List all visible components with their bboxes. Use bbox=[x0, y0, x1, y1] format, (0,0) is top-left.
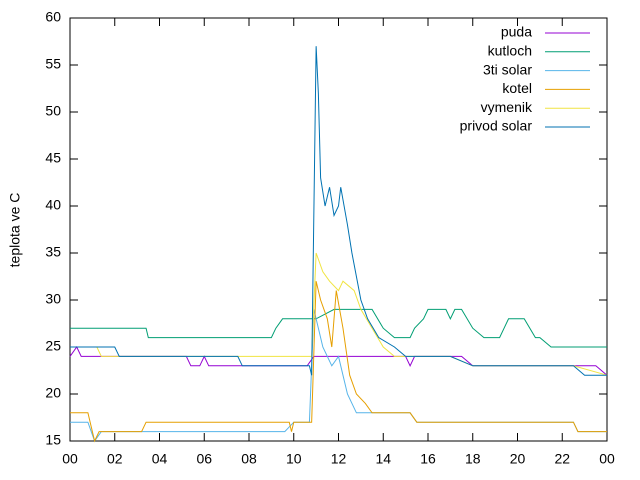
legend-label: 3ti solar bbox=[483, 61, 532, 77]
x-tick-label: 22 bbox=[554, 451, 570, 467]
series-line bbox=[70, 308, 607, 348]
legend-label: kotel bbox=[502, 80, 532, 96]
plot-border bbox=[69, 17, 608, 442]
x-tick-label: 14 bbox=[375, 451, 391, 467]
x-tick-label: 04 bbox=[152, 451, 168, 467]
y-axis-label: teplota ve C bbox=[7, 193, 23, 268]
y-tick-label: 55 bbox=[45, 56, 61, 72]
y-tick-label: 50 bbox=[45, 103, 61, 119]
x-tick-label: 02 bbox=[107, 451, 123, 467]
x-tick-label: 00 bbox=[62, 451, 78, 467]
legend-label: kutloch bbox=[488, 43, 532, 59]
y-tick-label: 35 bbox=[45, 244, 61, 260]
y-tick-label: 45 bbox=[45, 150, 61, 166]
series-line bbox=[70, 281, 607, 443]
x-tick-label: 06 bbox=[196, 451, 212, 467]
y-tick-label: 25 bbox=[45, 338, 61, 354]
y-tick-label: 40 bbox=[45, 197, 61, 213]
y-tick-label: 60 bbox=[45, 9, 61, 25]
legend-label: puda bbox=[501, 24, 532, 40]
x-tick-label: 18 bbox=[465, 451, 481, 467]
x-tick-label: 00 bbox=[599, 451, 615, 467]
y-tick-label: 30 bbox=[45, 291, 61, 307]
x-tick-label: 10 bbox=[286, 451, 302, 467]
series-line bbox=[70, 46, 607, 376]
x-tick-label: 12 bbox=[331, 451, 347, 467]
y-tick-label: 20 bbox=[45, 385, 61, 401]
legend-label: privod solar bbox=[460, 118, 533, 134]
x-tick-label: 08 bbox=[241, 451, 257, 467]
x-tick-label: 20 bbox=[510, 451, 526, 467]
y-tick-label: 15 bbox=[45, 432, 61, 448]
x-tick-label: 16 bbox=[420, 451, 436, 467]
legend-label: vymenik bbox=[481, 99, 533, 115]
